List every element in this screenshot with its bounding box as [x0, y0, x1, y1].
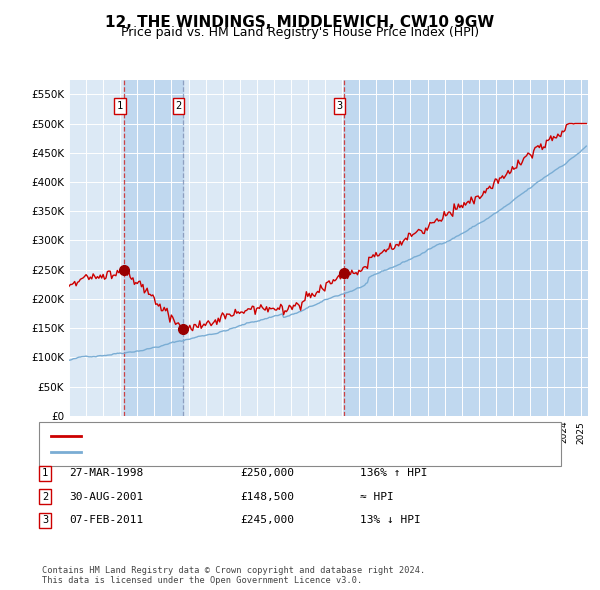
Text: 3: 3	[337, 101, 343, 111]
Text: HPI: Average price, detached house, Cheshire East: HPI: Average price, detached house, Ches…	[87, 447, 375, 457]
Text: 27-MAR-1998: 27-MAR-1998	[69, 468, 143, 478]
Text: 12, THE WINDINGS, MIDDLEWICH, CW10 9GW (detached house): 12, THE WINDINGS, MIDDLEWICH, CW10 9GW (…	[87, 431, 410, 441]
Text: 1: 1	[42, 468, 48, 478]
Text: £250,000: £250,000	[240, 468, 294, 478]
Text: 136% ↑ HPI: 136% ↑ HPI	[360, 468, 427, 478]
Text: 12, THE WINDINGS, MIDDLEWICH, CW10 9GW: 12, THE WINDINGS, MIDDLEWICH, CW10 9GW	[106, 15, 494, 30]
Text: 3: 3	[42, 516, 48, 525]
Text: £148,500: £148,500	[240, 492, 294, 502]
Text: Contains HM Land Registry data © Crown copyright and database right 2024.
This d: Contains HM Land Registry data © Crown c…	[42, 566, 425, 585]
Text: 2: 2	[42, 492, 48, 502]
Text: £245,000: £245,000	[240, 516, 294, 525]
Bar	[344, 80, 588, 416]
Text: 2: 2	[175, 101, 182, 111]
Text: Price paid vs. HM Land Registry's House Price Index (HPI): Price paid vs. HM Land Registry's House …	[121, 26, 479, 39]
Text: 13% ↓ HPI: 13% ↓ HPI	[360, 516, 421, 525]
Bar	[124, 80, 183, 416]
Text: 30-AUG-2001: 30-AUG-2001	[69, 492, 143, 502]
Text: ≈ HPI: ≈ HPI	[360, 492, 394, 502]
Text: 07-FEB-2011: 07-FEB-2011	[69, 516, 143, 525]
Text: 1: 1	[117, 101, 123, 111]
